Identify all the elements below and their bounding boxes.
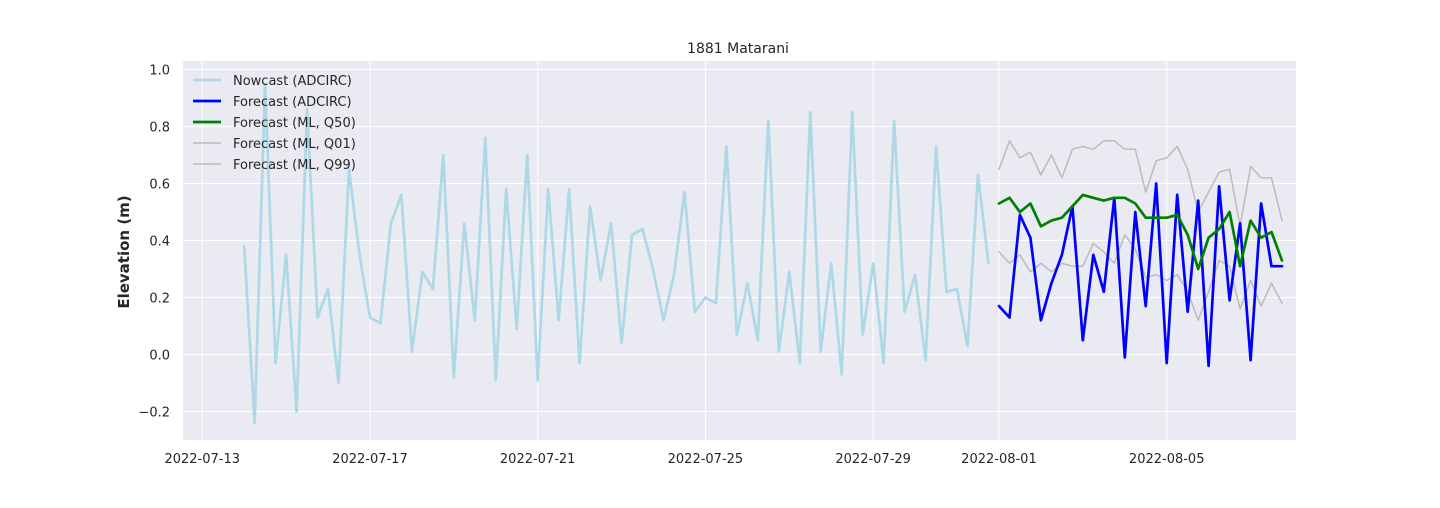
y-tick-label: 0.6	[149, 178, 170, 193]
x-tick-label: 2022-07-17	[332, 452, 408, 467]
y-tick-label: 0.4	[149, 235, 170, 250]
y-tick-labels: −0.2 0.0 0.2 0.4 0.6 0.8 1.0	[138, 64, 170, 421]
chart-title: 1881 Matarani	[687, 41, 789, 57]
y-tick-label: 0.8	[149, 121, 170, 136]
x-tick-label: 2022-07-21	[500, 452, 576, 467]
x-tick-label: 2022-07-13	[164, 452, 240, 467]
x-tick-label: 2022-08-05	[1129, 452, 1205, 467]
legend-label: Forecast (ML, Q99)	[233, 158, 356, 173]
series-lines	[242, 82, 1284, 425]
series-line	[997, 193, 1284, 271]
plot-background	[183, 61, 1296, 440]
y-axis-label: Elevation (m)	[115, 195, 133, 308]
series-line	[998, 140, 1283, 228]
legend-label: Forecast (ADCIRC)	[233, 95, 352, 110]
y-tick-label: −0.2	[138, 406, 170, 421]
legend-label: Forecast (ML, Q50)	[233, 116, 356, 131]
x-tick-label: 2022-07-29	[835, 452, 911, 467]
y-tick-label: 0.0	[149, 349, 170, 364]
y-tick-label: 1.0	[149, 64, 170, 79]
grid	[183, 61, 1296, 440]
y-tick-label: 0.2	[149, 292, 170, 307]
x-tick-label: 2022-08-01	[961, 452, 1037, 467]
x-tick-labels: 2022-07-13 2022-07-17 2022-07-21 2022-07-25…	[164, 452, 1204, 467]
x-tick-label: 2022-07-25	[668, 452, 744, 467]
legend: Nowcast (ADCIRC) Forecast (ADCIRC) Forecas…	[193, 74, 356, 173]
legend-label: Forecast (ML, Q01)	[233, 137, 356, 152]
legend-label: Nowcast (ADCIRC)	[233, 74, 352, 89]
series-line	[242, 82, 990, 425]
series-line	[997, 182, 1284, 368]
